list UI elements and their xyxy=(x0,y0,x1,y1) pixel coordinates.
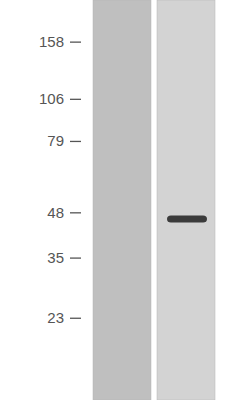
tick-label: 48 xyxy=(47,204,64,221)
bands xyxy=(167,215,207,222)
tick-mark xyxy=(70,318,81,319)
band xyxy=(167,215,207,222)
lane xyxy=(93,0,151,400)
tick-mark xyxy=(70,257,81,258)
lane xyxy=(157,0,215,400)
tick-label: 158 xyxy=(39,33,64,50)
tick-mark xyxy=(70,141,81,142)
tick-mark xyxy=(70,99,81,100)
tick-label: 106 xyxy=(39,90,64,107)
tick-mark xyxy=(70,212,81,213)
tick-mark xyxy=(70,41,81,42)
tick-label: 23 xyxy=(47,309,64,326)
blot-image: 158 106 79 48 35 23 xyxy=(0,0,228,400)
figure: 158 106 79 48 35 23 xyxy=(0,0,228,400)
tick-label: 79 xyxy=(47,132,64,149)
tick-label: 35 xyxy=(47,249,64,266)
